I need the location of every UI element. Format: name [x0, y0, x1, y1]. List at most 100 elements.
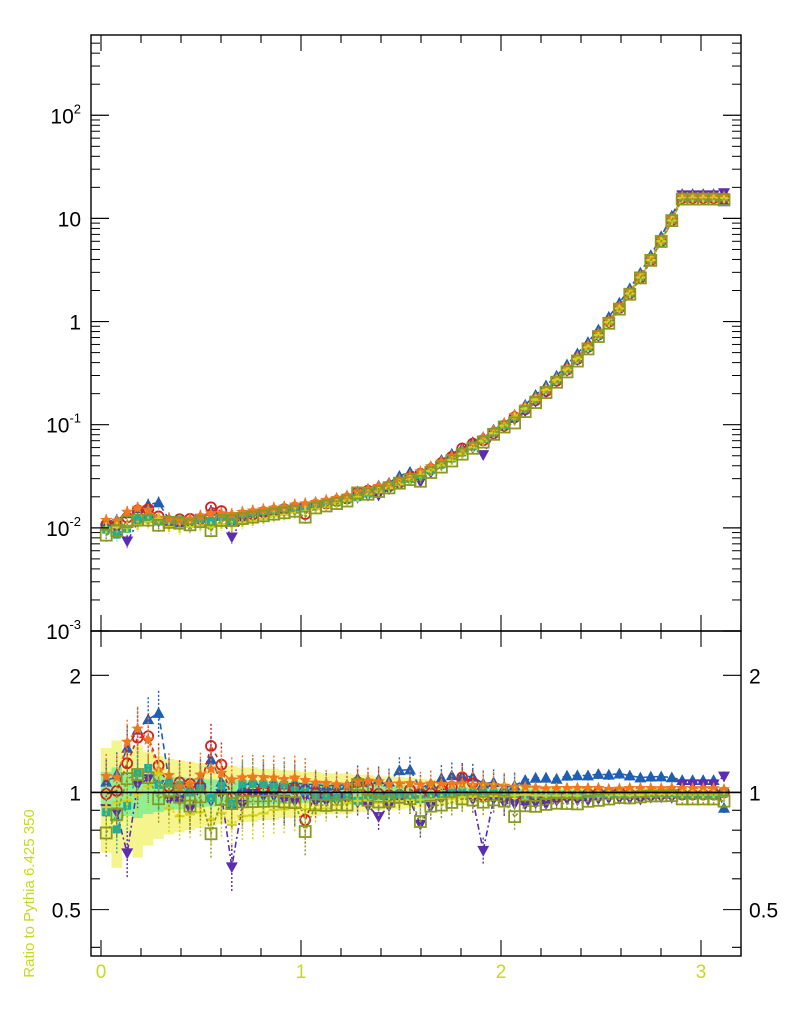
ratio-point	[571, 781, 584, 794]
main-y-tick-base: 10	[46, 415, 69, 438]
main-point	[215, 506, 228, 519]
ratio-point	[413, 815, 427, 828]
ratio-point	[309, 776, 322, 788]
x-tick-label: 3	[696, 962, 707, 983]
main-point	[246, 504, 259, 516]
ratio-point	[204, 827, 218, 841]
ratio-point	[193, 790, 207, 804]
main-point	[267, 501, 280, 514]
main-point	[173, 513, 186, 526]
ratio-point	[550, 781, 563, 794]
main-point	[634, 271, 647, 285]
ratio-point	[110, 770, 123, 783]
ratio-point	[613, 767, 626, 779]
ratio-point	[372, 774, 385, 787]
main-panel-series	[99, 188, 731, 549]
ratio-panel-series	[91, 690, 741, 893]
ratio-point	[665, 771, 678, 783]
main-point	[183, 512, 197, 525]
ratio-point	[697, 781, 710, 794]
ratio-point	[540, 771, 552, 783]
main-point	[194, 509, 207, 522]
main-point	[413, 474, 427, 488]
ratio-point	[361, 774, 375, 786]
ratio-point	[623, 769, 636, 781]
ratio-point	[152, 707, 165, 718]
ratio-point	[236, 771, 249, 783]
ratio-point	[372, 812, 385, 823]
ratio-series-line	[105, 773, 725, 837]
ratio-point	[456, 777, 469, 789]
ratio-point	[257, 770, 270, 783]
main-y-tick-label: 10-1	[46, 411, 81, 438]
ratio-point	[404, 763, 416, 775]
ratio-point	[141, 771, 155, 785]
main-y-tick-label: 1	[69, 312, 81, 335]
ratio-point	[332, 794, 341, 803]
main-point	[487, 427, 501, 441]
ratio-point	[582, 769, 594, 781]
main-y-tick-base: 10	[50, 105, 73, 128]
main-point	[613, 302, 626, 316]
ratio-y-tick-label: 0.5	[52, 900, 81, 923]
ratio-point	[581, 781, 595, 794]
ratio-point	[121, 848, 134, 860]
ratio-point	[519, 774, 532, 785]
ratio-point	[299, 773, 312, 786]
ratio-point	[519, 780, 532, 793]
ratio-point	[110, 807, 124, 821]
ratio-y-axis-label: Ratio to Pythia 6.425 350	[21, 809, 38, 977]
ratio-point	[382, 777, 396, 790]
main-y-tick-exponent: 2	[74, 101, 81, 116]
ratio-point	[445, 777, 458, 790]
main-point	[602, 316, 616, 330]
ratio-series-square-open	[99, 752, 731, 860]
main-y-tick-label: 10	[58, 208, 81, 231]
ratio-point	[123, 801, 132, 810]
ratio-point	[269, 782, 278, 791]
main-point	[236, 505, 249, 518]
main-point	[592, 330, 605, 343]
main-point	[153, 513, 164, 524]
main-point	[623, 287, 637, 301]
ratio-point	[300, 804, 311, 815]
main-point	[665, 214, 679, 228]
ratio-point	[561, 769, 573, 781]
main-y-tick-exponent: -3	[69, 617, 81, 632]
ratio-point	[479, 787, 488, 796]
main-point	[121, 536, 134, 548]
ratio-point	[351, 778, 365, 791]
ratio-point	[592, 768, 605, 779]
main-point	[131, 501, 144, 514]
main-y-tick-label: 10-3	[46, 617, 81, 644]
ratio-point	[278, 772, 291, 785]
ratio-point	[571, 769, 584, 781]
ratio-point	[173, 790, 187, 804]
ratio-point	[613, 782, 626, 795]
ratio-point	[655, 770, 668, 782]
ratio-point	[142, 733, 155, 745]
ratio-point	[403, 776, 417, 789]
main-point	[518, 405, 532, 418]
main-point	[225, 507, 238, 520]
main-point	[110, 514, 123, 527]
ratio-point	[498, 779, 511, 792]
main-point	[299, 497, 312, 509]
ratio-point	[415, 794, 426, 805]
main-point	[320, 493, 333, 506]
main-point	[110, 524, 124, 538]
ratio-point	[508, 810, 522, 824]
ratio-point	[539, 782, 553, 794]
ratio-y-tick-label: 2	[69, 665, 81, 688]
axes-frame	[90, 34, 742, 957]
ratio-point	[560, 781, 574, 794]
main-point	[529, 396, 542, 409]
ratio-point	[686, 781, 699, 794]
ratio-point	[183, 799, 197, 813]
main-point	[278, 500, 291, 513]
ratio-point	[288, 796, 302, 810]
main-point	[204, 524, 218, 538]
x-tick-label: 1	[296, 962, 307, 983]
